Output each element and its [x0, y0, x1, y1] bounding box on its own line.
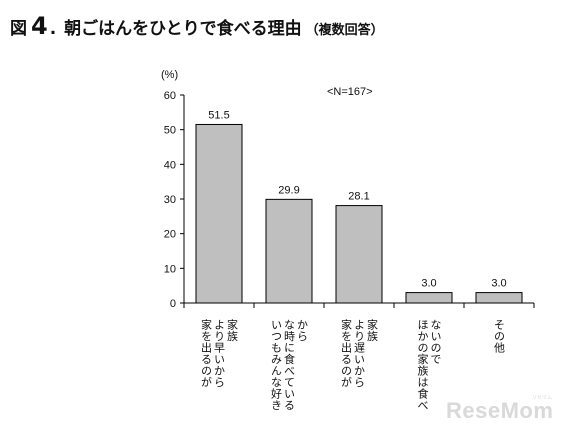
y-tick-label: 30: [164, 194, 176, 206]
category-label: その他: [493, 319, 506, 354]
category-label: 家を出るのが: [200, 318, 213, 388]
category-label: 家を出るのが: [340, 318, 353, 388]
figure-number-dot: .: [49, 19, 57, 39]
figure-prefix: 図: [10, 19, 27, 39]
category-label: 家族: [226, 318, 239, 342]
sample-size-annotation: <N=167>: [327, 86, 373, 98]
category-label: な時に食べている: [283, 319, 296, 411]
resemom-watermark-kana: リセマム: [532, 395, 553, 401]
bar: [195, 123, 243, 304]
category-label: から: [296, 319, 309, 342]
y-tick-label: 40: [164, 159, 176, 171]
category-label: より遅いから: [353, 319, 366, 388]
category-label: ないので: [429, 319, 442, 365]
bar-value-label: 29.9: [278, 184, 299, 196]
bar-value-label: 3.0: [421, 278, 436, 290]
bar: [475, 292, 523, 304]
y-tick-label: 60: [164, 90, 176, 102]
y-tick-label: 20: [164, 229, 176, 241]
bar-value-label: 51.5: [208, 109, 229, 121]
y-tick-label: 50: [164, 125, 176, 137]
bar: [265, 198, 313, 304]
bar-value-label: 28.1: [348, 191, 369, 203]
bar-value-label: 3.0: [491, 278, 506, 290]
figure-title-text: 朝ごはんをひとりで食べる理由: [64, 19, 302, 39]
figure-number: 4: [31, 12, 48, 40]
category-label: いつもみんな好き: [270, 319, 283, 411]
y-unit-label: (%): [161, 69, 178, 81]
bar: [405, 292, 453, 304]
resemom-watermark-logo: ReseMom: [446, 398, 554, 423]
y-tick-label: 0: [170, 298, 176, 310]
bar: [335, 205, 383, 304]
figure-note: （複数回答）: [305, 23, 384, 38]
y-tick-label: 10: [164, 263, 176, 275]
category-label: より早いから: [213, 319, 226, 388]
category-label: ほかの家族は食べ: [416, 319, 429, 411]
figure-title: 図 4 . 朝ごはんをひとりで食べる理由 （複数回答）: [10, 12, 384, 40]
category-label: 家族: [366, 318, 379, 342]
